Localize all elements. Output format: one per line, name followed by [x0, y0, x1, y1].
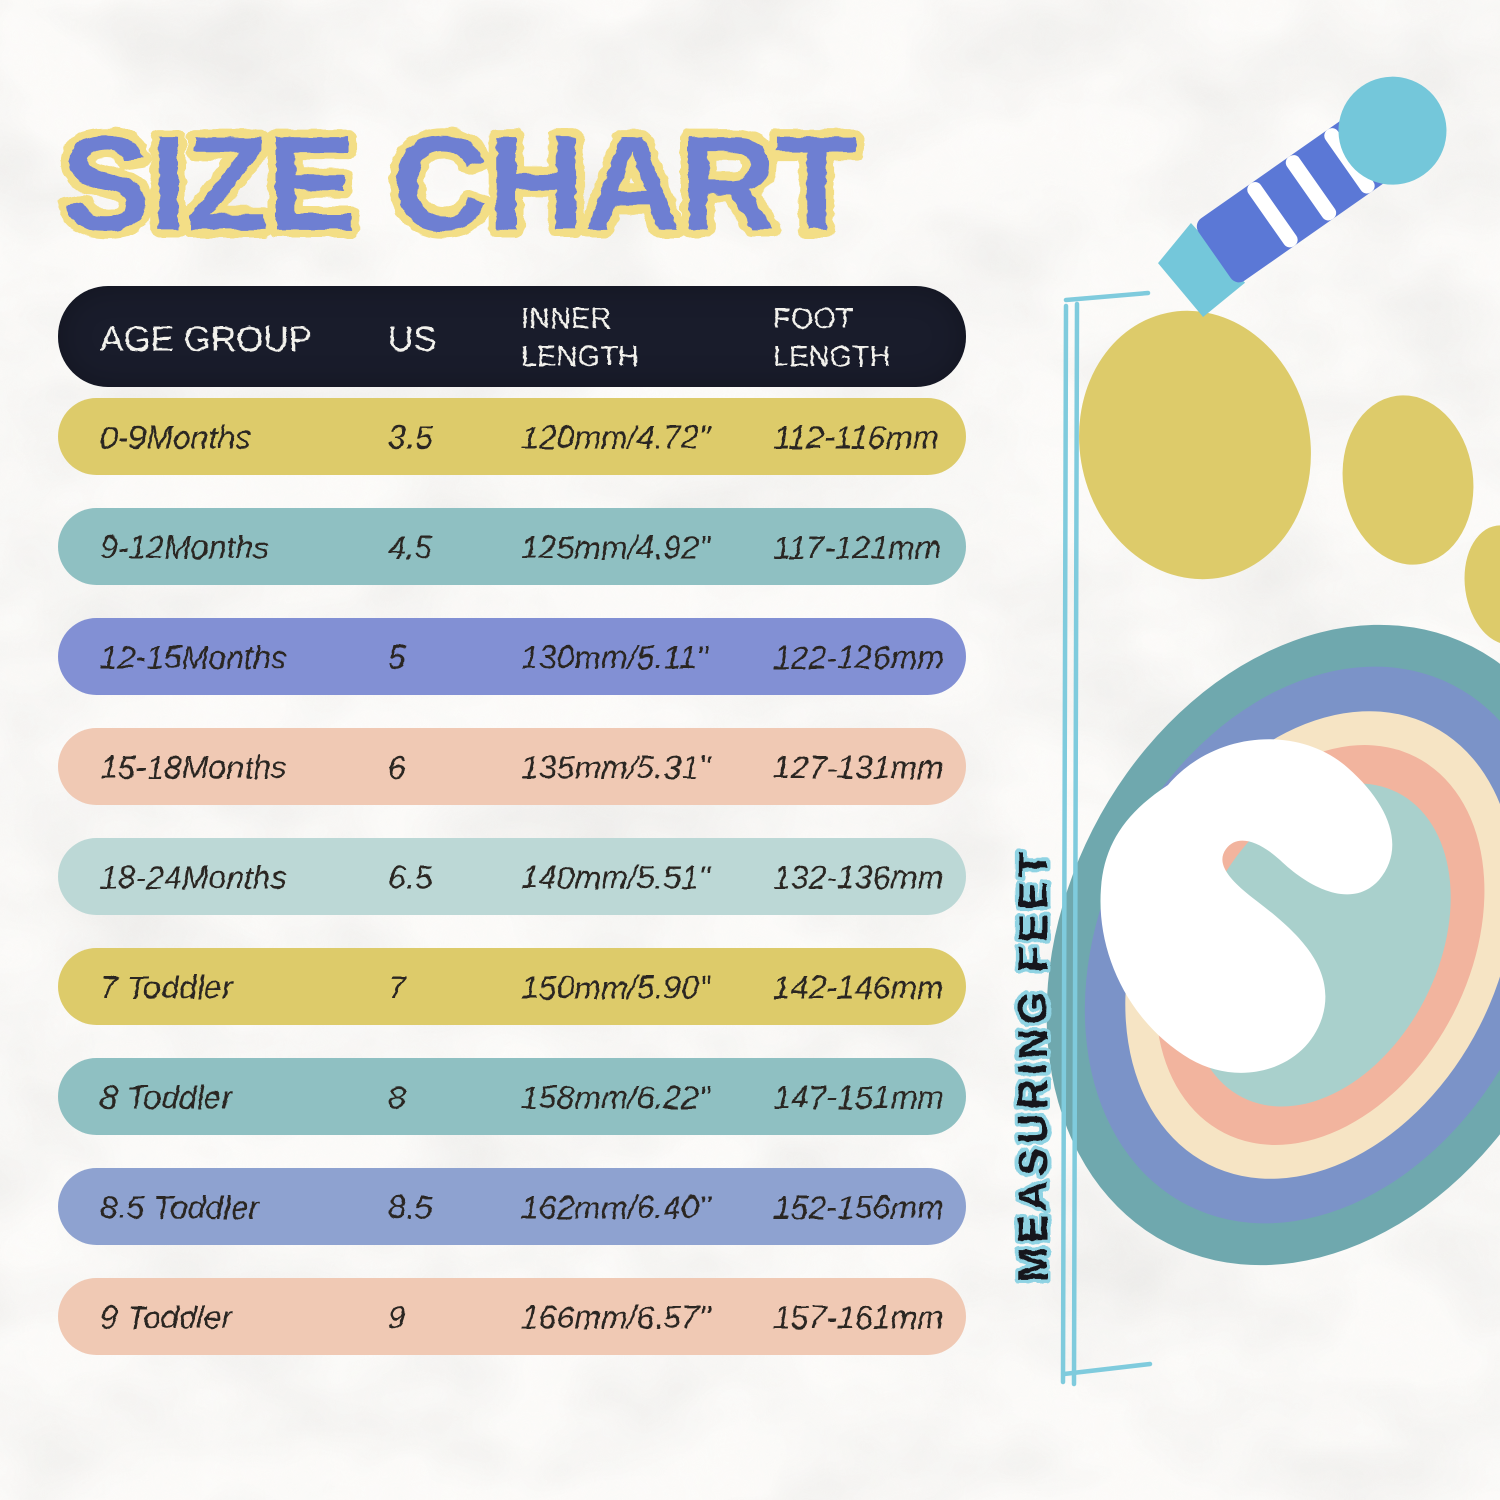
svg-text:MEASURING FEET: MEASURING FEET: [1009, 848, 1056, 1282]
